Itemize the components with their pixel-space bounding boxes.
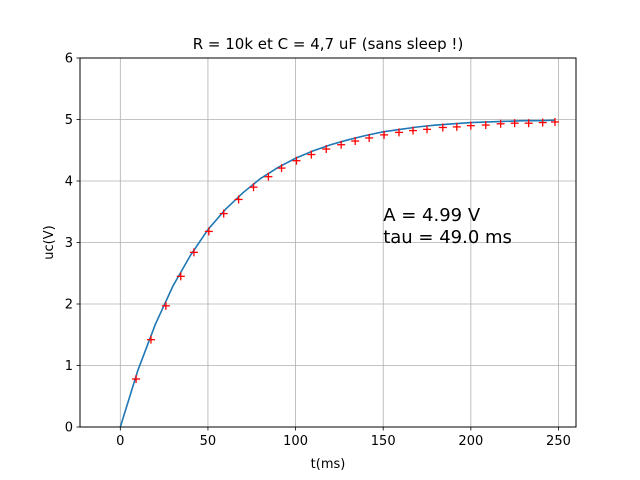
x-tick-label: 0 bbox=[116, 434, 124, 449]
x-tick-label: 150 bbox=[371, 434, 396, 449]
data-point-marker bbox=[351, 137, 360, 146]
data-point-marker bbox=[380, 130, 389, 139]
data-point-marker bbox=[365, 133, 374, 142]
x-axis-label: t(ms) bbox=[311, 457, 346, 472]
data-point-marker bbox=[132, 375, 141, 384]
y-tick-label: 1 bbox=[65, 359, 73, 374]
y-tick-label: 0 bbox=[65, 421, 73, 436]
annotation-amplitude: A = 4.99 V bbox=[383, 205, 481, 226]
y-tick-label: 4 bbox=[65, 175, 73, 190]
data-point-marker bbox=[277, 164, 286, 173]
data-point-marker bbox=[538, 118, 547, 127]
data-point-marker bbox=[481, 121, 490, 130]
data-point-marker bbox=[307, 150, 316, 159]
data-point-marker bbox=[438, 123, 447, 132]
data-point-marker bbox=[322, 145, 331, 154]
data-point-marker bbox=[219, 209, 228, 218]
y-tick-label: 5 bbox=[65, 113, 73, 128]
x-tick-label: 100 bbox=[283, 434, 308, 449]
data-point-marker bbox=[510, 119, 519, 128]
data-point-marker bbox=[466, 121, 475, 130]
data-point-marker bbox=[337, 140, 346, 149]
annotation-tau: tau = 49.0 ms bbox=[383, 227, 512, 248]
data-point-marker bbox=[292, 156, 301, 165]
data-point-marker bbox=[496, 119, 505, 128]
data-point-marker bbox=[234, 195, 243, 204]
data-point-marker bbox=[189, 248, 198, 257]
data-point-marker bbox=[423, 125, 432, 134]
data-point-marker bbox=[394, 128, 403, 137]
chart-title: R = 10k et C = 4,7 uF (sans sleep !) bbox=[193, 35, 464, 53]
data-point-marker bbox=[204, 227, 213, 236]
data-point-marker bbox=[452, 122, 461, 131]
data-point-marker bbox=[264, 172, 273, 181]
y-tick-label: 3 bbox=[65, 236, 73, 251]
y-tick-label: 2 bbox=[65, 298, 73, 313]
x-tick-label: 200 bbox=[458, 434, 483, 449]
ticks: 0 50 100 150 200 250 0 1 2 3 4 5 6 bbox=[65, 52, 571, 450]
data-point-marker bbox=[176, 272, 185, 281]
data-point-marker bbox=[550, 117, 559, 126]
x-tick-label: 50 bbox=[200, 434, 217, 449]
y-axis-label: uc(V) bbox=[42, 225, 57, 259]
series-layer bbox=[119, 117, 559, 428]
data-point-marker bbox=[409, 126, 418, 135]
data-point-marker bbox=[524, 119, 533, 128]
y-tick-label: 6 bbox=[65, 52, 73, 67]
x-tick-label: 250 bbox=[546, 434, 571, 449]
data-point-marker bbox=[161, 301, 170, 310]
data-point-marker bbox=[146, 335, 155, 344]
data-point-marker bbox=[249, 183, 258, 192]
